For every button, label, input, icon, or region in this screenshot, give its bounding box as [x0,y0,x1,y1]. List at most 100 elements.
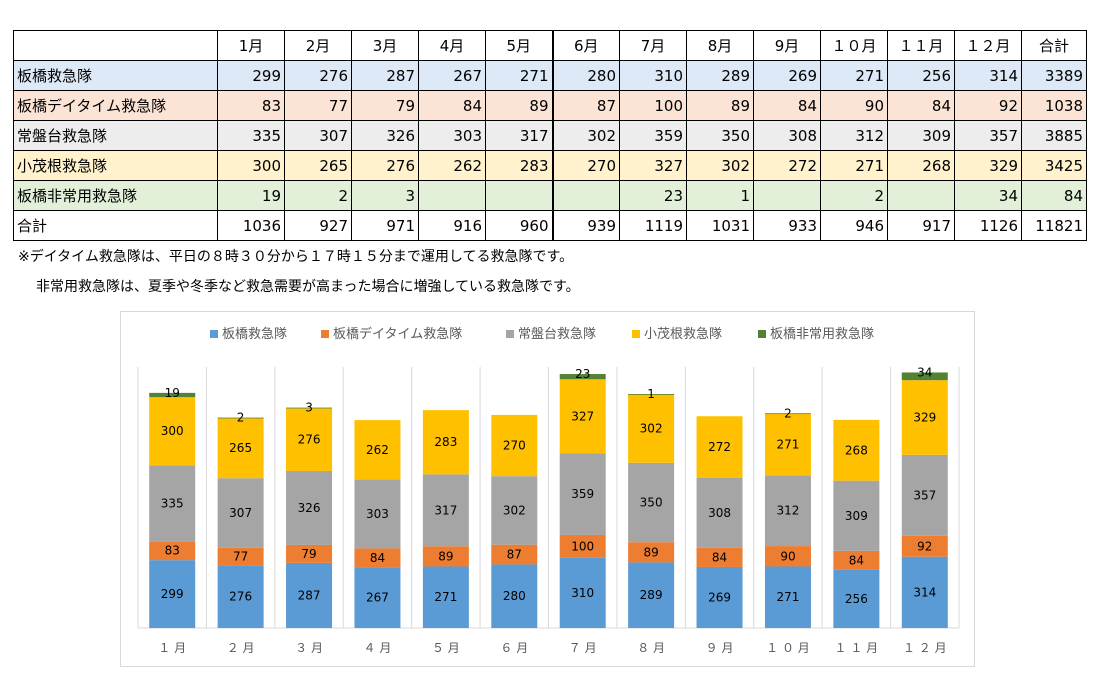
data-label: 79 [301,547,316,561]
table-cell: 310 [619,60,687,91]
table-cell: 92 [954,90,1022,121]
table-cell: 927 [284,210,352,241]
table-cell: 916 [418,210,486,241]
bar-segment [764,566,811,628]
table-cell: 271 [485,60,553,91]
data-label: 87 [507,548,522,562]
bar-segment [559,453,606,535]
table-cell: 314 [954,60,1022,91]
table-cell: 3389 [1021,60,1087,91]
bar-segment [764,413,811,415]
table-row: 常盤台救急隊 335 307 326 303 317 302 359 350 308 312 309 3… [13,120,1087,151]
table-cell: 19 [217,180,285,211]
table-cell: 917 [887,210,955,241]
legend-label: 板橋非常用救急隊 [770,326,874,342]
table-cell: 272 [753,150,821,181]
column-header: １２月 [954,30,1022,61]
bar-segment [217,418,264,479]
table-cell: 1031 [686,210,754,241]
bar-segment [354,479,401,549]
data-label: 287 [298,588,321,602]
bar-segment [696,477,743,548]
table-cell: 23 [619,180,687,211]
bar-segment [901,372,948,381]
x-tick-label: ８ 月 [637,641,665,655]
table-cell: 84 [753,90,821,121]
table-cell: 309 [887,120,955,151]
bar-segment [286,544,333,563]
bar-segment [149,465,196,542]
data-label: 267 [366,591,389,605]
bar-segment [628,394,675,395]
table-cell: 3 [351,180,419,211]
x-tick-label: ６ 月 [500,641,528,655]
table-cell: 307 [284,120,352,151]
data-label: 3 [305,401,313,415]
table-cell: 84 [418,90,486,121]
bar-segment [491,476,538,545]
data-label: 268 [845,443,868,457]
table-cell: 1036 [217,210,285,241]
x-tick-label: ３ 月 [295,641,323,655]
table-cell: 2 [820,180,888,211]
column-header: 9月 [753,30,821,61]
table-row: 板橋デイタイム救急隊 83 77 79 84 89 87 100 89 84 90 84 92 1038 [13,90,1087,121]
data-label: 256 [845,592,868,606]
bar-segment [149,560,196,628]
data-label: 1 [647,387,655,401]
bar-segment [217,565,264,628]
data-label: 276 [298,433,321,447]
bar-segment [901,380,948,455]
table-cell [485,180,553,211]
data-label: 280 [503,589,526,603]
table-cell: 326 [351,120,419,151]
bar-segment [217,547,264,566]
bar-segment [696,416,743,478]
table-cell: 1119 [619,210,687,241]
table-cell: 269 [753,60,821,91]
data-label: 271 [777,438,800,452]
data-label: 23 [575,367,590,381]
table-cell [887,180,955,211]
column-header: 5月 [485,30,553,61]
table-cell: 271 [820,60,888,91]
table-cell: 89 [485,90,553,121]
table-cell: 933 [753,210,821,241]
stacked-bar-chart: 板橋救急隊 板橋デイタイム救急隊 常盤台救急隊 小茂根救急隊 板橋非常用救急隊 299 83… [137,326,960,655]
bar-segment [354,567,401,628]
bar-segment [696,566,743,628]
bar-segment [901,454,948,536]
data-label: 329 [913,410,936,424]
data-label: 89 [438,549,453,563]
table-cell: 262 [418,150,486,181]
table-cell: 280 [551,60,620,91]
bar-segment [559,379,606,454]
data-label: 326 [298,501,321,515]
table-cell [551,180,620,211]
row-label: 板橋救急隊 [13,60,218,91]
bar-segment [286,470,333,545]
bar-segment [628,462,675,543]
table-cell: 302 [551,120,620,151]
data-label: 302 [640,422,663,436]
table-cell: 302 [686,150,754,181]
data-label: 299 [161,587,184,601]
table-cell: 3425 [1021,150,1087,181]
bar-segment [491,544,538,565]
data-label: 83 [165,544,180,558]
table-cell: 89 [686,90,754,121]
data-label: 19 [165,386,180,400]
data-label: 335 [161,496,184,510]
data-label: 84 [712,550,727,564]
row-label: 板橋非常用救急隊 [13,180,218,211]
table-row: 合計 1036 927 971 916 960 939 1119 1031 933 946 917 11… [13,210,1087,241]
table-cell: 1126 [954,210,1022,241]
bar-segment [764,546,811,567]
legend-swatch [506,330,514,338]
table-corner-cell [13,30,218,61]
table-row: 板橋非常用救急隊 19 2 3 23 1 2 34 84 [13,180,1087,211]
table-cell: 357 [954,120,1022,151]
data-label: 77 [233,550,248,564]
data-label: 34 [917,365,932,379]
bar-segment [764,413,811,476]
